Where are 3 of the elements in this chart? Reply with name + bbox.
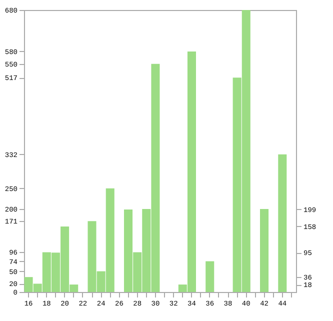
- bar: [278, 154, 287, 292]
- bar: [206, 261, 214, 292]
- bar: [260, 209, 269, 292]
